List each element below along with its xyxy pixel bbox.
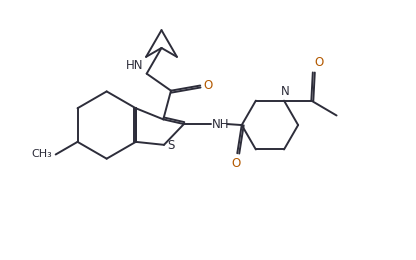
Text: HN: HN bbox=[126, 59, 144, 72]
Text: NH: NH bbox=[212, 118, 229, 131]
Text: O: O bbox=[315, 56, 324, 69]
Text: O: O bbox=[232, 157, 241, 170]
Text: O: O bbox=[203, 79, 213, 92]
Text: N: N bbox=[281, 85, 290, 98]
Text: S: S bbox=[167, 139, 174, 152]
Text: CH₃: CH₃ bbox=[31, 150, 52, 159]
